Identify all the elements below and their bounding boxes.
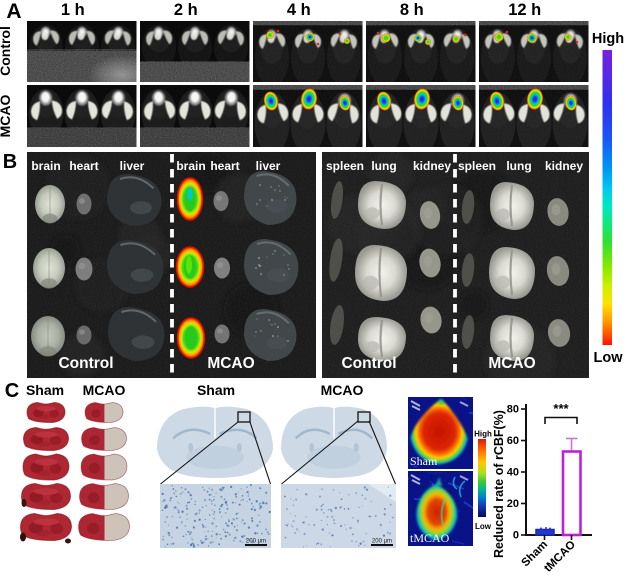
svg-text:2 h: 2 h: [174, 1, 198, 19]
svg-text:spleen: spleen: [326, 159, 364, 173]
svg-text:A: A: [6, 0, 21, 23]
svg-text:Reduced rate of rCBF(%): Reduced rate of rCBF(%): [492, 410, 506, 558]
svg-text:B: B: [3, 151, 17, 173]
svg-text:8 h: 8 h: [400, 1, 424, 19]
svg-text:Sham: Sham: [26, 382, 64, 398]
svg-text:liver: liver: [256, 159, 281, 173]
svg-text:MCAO: MCAO: [0, 95, 13, 138]
svg-text:Control: Control: [0, 26, 13, 76]
svg-text:Low: Low: [594, 350, 624, 366]
svg-text:heart: heart: [210, 159, 239, 173]
svg-text:Low: Low: [475, 522, 492, 531]
svg-text:lung: lung: [506, 159, 531, 173]
svg-text:tMCAO: tMCAO: [410, 531, 450, 545]
svg-text:C: C: [5, 380, 19, 402]
svg-text:lung: lung: [371, 159, 396, 173]
svg-text:200 μm: 200 μm: [372, 539, 392, 545]
svg-text:spleen: spleen: [458, 159, 496, 173]
svg-text:4 h: 4 h: [287, 1, 311, 19]
svg-text:heart: heart: [69, 159, 98, 173]
svg-text:brain: brain: [31, 159, 60, 173]
svg-text:liver: liver: [120, 159, 145, 173]
svg-text:brain: brain: [176, 159, 205, 173]
svg-text:High: High: [592, 31, 624, 47]
svg-text:0: 0: [513, 530, 519, 542]
svg-text:40: 40: [507, 467, 519, 479]
svg-text:Sham: Sham: [410, 454, 438, 468]
svg-text:Control: Control: [341, 355, 396, 372]
svg-text:MCAO: MCAO: [321, 382, 364, 398]
svg-text:80: 80: [507, 404, 519, 416]
svg-text:MCAO: MCAO: [83, 382, 126, 398]
svg-text:1 h: 1 h: [61, 1, 85, 19]
svg-text:200 μm: 200 μm: [246, 539, 266, 545]
svg-text:20: 20: [507, 498, 519, 510]
svg-text:Sham: Sham: [197, 382, 235, 398]
svg-text:Control: Control: [58, 355, 113, 372]
svg-text:kidney: kidney: [413, 159, 451, 173]
svg-text:MCAO: MCAO: [207, 355, 254, 372]
svg-text:12 h: 12 h: [508, 1, 541, 19]
svg-text:***: ***: [553, 401, 569, 416]
svg-text:60: 60: [507, 435, 519, 447]
svg-text:MCAO: MCAO: [488, 355, 535, 372]
svg-text:High: High: [474, 430, 492, 439]
svg-text:kidney: kidney: [545, 159, 583, 173]
svg-text:tMCAO: tMCAO: [542, 539, 578, 575]
